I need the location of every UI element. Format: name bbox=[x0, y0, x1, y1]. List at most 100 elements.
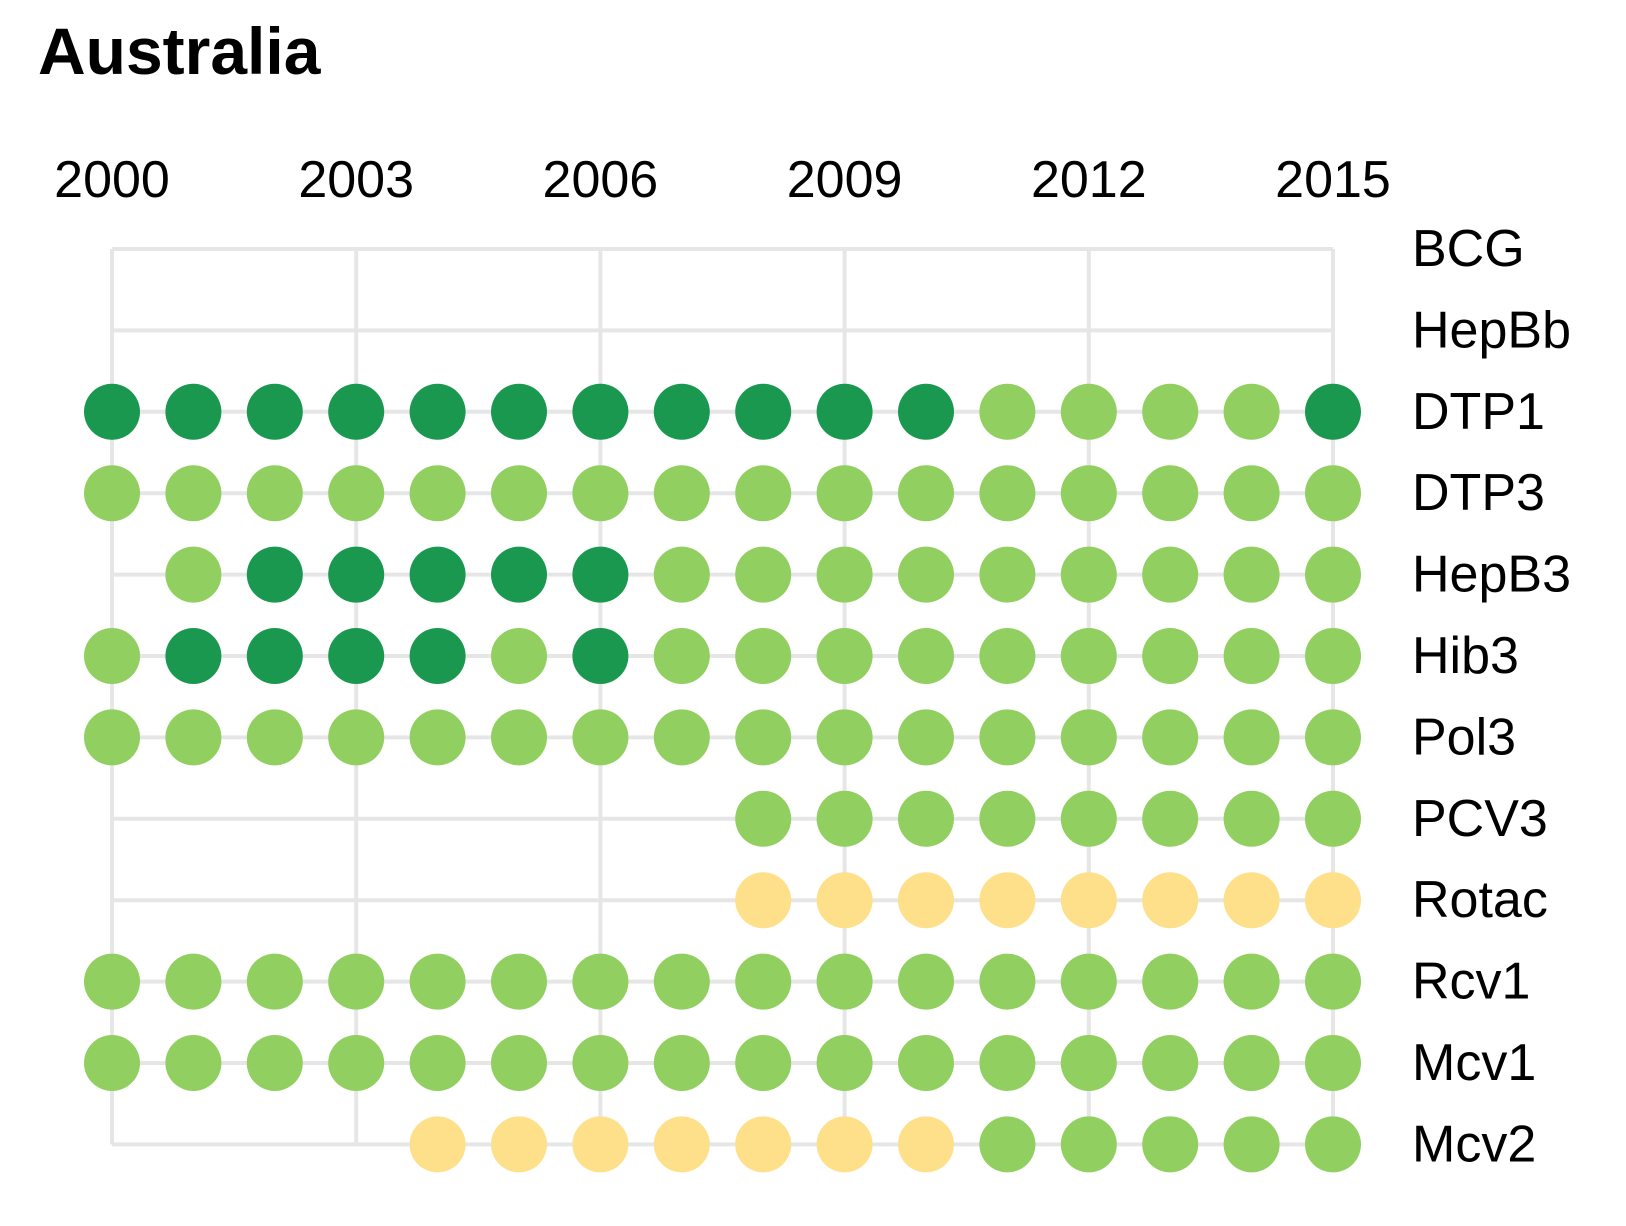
dot-dtp1-2005 bbox=[491, 383, 547, 440]
dot-pol3-2002 bbox=[246, 709, 303, 766]
x-tick-label-2009: 2009 bbox=[787, 151, 903, 209]
dot-pol3-2010 bbox=[898, 709, 954, 766]
dot-mcv2-2013 bbox=[1142, 1116, 1199, 1173]
dot-dtp1-2010 bbox=[898, 383, 954, 440]
dot-hepb3-2007 bbox=[653, 546, 710, 603]
dot-dtp3-2005 bbox=[491, 465, 547, 522]
dot-dtp3-2007 bbox=[653, 465, 710, 522]
dot-rotac-2010 bbox=[898, 872, 954, 929]
dot-rotac-2012 bbox=[1060, 872, 1117, 929]
dot-rcv1-2010 bbox=[898, 953, 954, 1010]
dot-hib3-2001 bbox=[165, 628, 222, 684]
dot-hib3-2005 bbox=[491, 628, 547, 684]
dot-hepb3-2009 bbox=[816, 546, 873, 603]
dot-pol3-2003 bbox=[328, 709, 385, 766]
row-label-hepb3: HepB3 bbox=[1412, 546, 1571, 604]
dot-rcv1-2012 bbox=[1060, 953, 1117, 1010]
dot-rotac-2009 bbox=[816, 872, 873, 929]
dot-pol3-2008 bbox=[735, 709, 792, 766]
dot-mcv1-2010 bbox=[898, 1035, 954, 1091]
dot-pol3-2000 bbox=[84, 709, 140, 766]
dot-rcv1-2009 bbox=[816, 953, 873, 1010]
row-label-bcg: BCG bbox=[1412, 220, 1525, 278]
dot-dtp3-2011 bbox=[979, 465, 1036, 522]
dot-rcv1-2001 bbox=[165, 953, 222, 1010]
dot-hib3-2010 bbox=[898, 628, 954, 684]
row-label-hib3: Hib3 bbox=[1412, 627, 1519, 685]
dot-rotac-2013 bbox=[1142, 872, 1199, 929]
dot-dtp1-2009 bbox=[816, 383, 873, 440]
dots-layer bbox=[84, 383, 1361, 1173]
dot-pol3-2005 bbox=[491, 709, 547, 766]
dot-dtp1-2006 bbox=[572, 383, 629, 440]
dot-mcv2-2010 bbox=[898, 1116, 954, 1173]
dot-hib3-2003 bbox=[328, 628, 385, 684]
dot-mcv1-2006 bbox=[572, 1035, 629, 1091]
dot-hib3-2008 bbox=[735, 628, 792, 684]
dot-dtp1-2008 bbox=[735, 383, 792, 440]
dot-dtp1-2000 bbox=[84, 383, 140, 440]
dot-hepb3-2012 bbox=[1060, 546, 1117, 603]
dot-hepb3-2013 bbox=[1142, 546, 1199, 603]
dot-mcv1-2014 bbox=[1223, 1035, 1280, 1091]
x-tick-label-2012: 2012 bbox=[1031, 151, 1147, 209]
dot-dtp3-2008 bbox=[735, 465, 792, 522]
dot-dtp1-2001 bbox=[165, 383, 222, 440]
dot-mcv1-2013 bbox=[1142, 1035, 1199, 1091]
dot-hib3-2007 bbox=[653, 628, 710, 684]
row-label-pol3: Pol3 bbox=[1412, 708, 1516, 766]
dot-pol3-2001 bbox=[165, 709, 222, 766]
dot-hepb3-2015 bbox=[1305, 546, 1361, 603]
dot-dtp1-2007 bbox=[653, 383, 710, 440]
dot-dtp3-2003 bbox=[328, 465, 385, 522]
dot-mcv1-2000 bbox=[84, 1035, 140, 1091]
dot-pol3-2006 bbox=[572, 709, 629, 766]
dot-pol3-2004 bbox=[409, 709, 466, 766]
dot-rotac-2014 bbox=[1223, 872, 1280, 929]
dot-pol3-2013 bbox=[1142, 709, 1199, 766]
dot-dtp1-2014 bbox=[1223, 383, 1280, 440]
dot-dtp1-2013 bbox=[1142, 383, 1199, 440]
dot-dtp3-2009 bbox=[816, 465, 873, 522]
dot-pol3-2014 bbox=[1223, 709, 1280, 766]
dot-mcv2-2009 bbox=[816, 1116, 873, 1173]
dot-mcv1-2009 bbox=[816, 1035, 873, 1091]
row-labels: BCG HepBb DTP1 DTP3 HepB3 Hib3 Pol3 PCV3 Rotac Rc… bbox=[1412, 220, 1571, 1173]
dot-hib3-2006 bbox=[572, 628, 629, 684]
dot-hib3-2011 bbox=[979, 628, 1036, 684]
dot-rcv1-2007 bbox=[653, 953, 710, 1010]
vertical-gridlines bbox=[110, 249, 1335, 1145]
row-label-pcv3: PCV3 bbox=[1412, 790, 1548, 848]
dot-pcv3-2011 bbox=[979, 790, 1036, 847]
dot-mcv1-2001 bbox=[165, 1035, 222, 1091]
dot-hepb3-2005 bbox=[491, 546, 547, 603]
dot-dtp3-2000 bbox=[84, 465, 140, 522]
dot-mcv2-2012 bbox=[1060, 1116, 1117, 1173]
dot-hib3-2015 bbox=[1305, 628, 1361, 684]
dot-mcv1-2003 bbox=[328, 1035, 385, 1091]
dot-hepb3-2002 bbox=[246, 546, 303, 603]
dot-rcv1-2000 bbox=[84, 953, 140, 1010]
row-label-hepbb: HepBb bbox=[1412, 301, 1571, 359]
row-label-dtp3: DTP3 bbox=[1412, 464, 1545, 522]
dot-pol3-2011 bbox=[979, 709, 1036, 766]
dot-mcv2-2004 bbox=[409, 1116, 466, 1173]
dot-rcv1-2005 bbox=[491, 953, 547, 1010]
dot-hepb3-2010 bbox=[898, 546, 954, 603]
dot-dtp1-2011 bbox=[979, 383, 1036, 440]
x-axis-tick-labels: 2000 2003 2006 2009 2012 2015 bbox=[54, 151, 1391, 209]
row-label-mcv2: Mcv2 bbox=[1412, 1115, 1536, 1173]
dot-rcv1-2008 bbox=[735, 953, 792, 1010]
dot-mcv1-2004 bbox=[409, 1035, 466, 1091]
dot-pcv3-2015 bbox=[1305, 790, 1361, 847]
dot-rcv1-2004 bbox=[409, 953, 466, 1010]
dot-pol3-2007 bbox=[653, 709, 710, 766]
dot-pcv3-2013 bbox=[1142, 790, 1199, 847]
dot-rotac-2015 bbox=[1305, 872, 1361, 929]
horizontal-gridlines bbox=[112, 247, 1333, 1147]
row-label-rotac: Rotac bbox=[1412, 871, 1548, 929]
dot-mcv2-2015 bbox=[1305, 1116, 1361, 1173]
dot-mcv1-2012 bbox=[1060, 1035, 1117, 1091]
dot-dtp3-2015 bbox=[1305, 465, 1361, 522]
dot-mcv2-2008 bbox=[735, 1116, 792, 1173]
